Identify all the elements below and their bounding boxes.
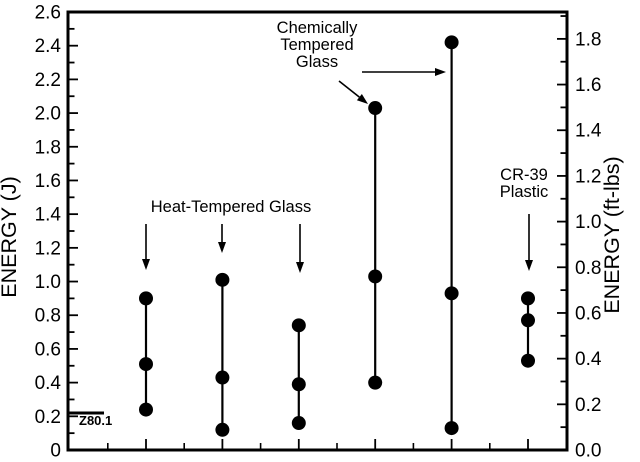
right-axis-tick-label: 0.8 xyxy=(575,258,601,279)
right-axis-tick-label: 0.6 xyxy=(575,303,601,324)
right-axis-tick-label: 0.0 xyxy=(575,441,601,462)
left-axis-tick-label: 2.2 xyxy=(35,70,61,91)
right-axis-tick-label: 1.4 xyxy=(575,121,602,142)
data-point xyxy=(139,291,153,306)
left-axis-tick-label: 2.0 xyxy=(35,104,61,125)
left-axis-tick-label: 0 xyxy=(50,441,61,462)
annotation-arrowhead xyxy=(218,242,226,253)
left-axis-tick-label: 1.0 xyxy=(35,272,61,293)
data-point xyxy=(215,370,230,385)
right-axis-title: ENERGY (ft-lbs) xyxy=(600,156,624,313)
data-point xyxy=(139,357,153,372)
chart-generated-layer: 0 0.2 0.4 0.6 0.8 1.0 1.2 1.4 1.6 1.8 2.0 2.2 2.4 2.6… xyxy=(35,3,602,462)
annotation-arrow-shaft xyxy=(338,80,360,98)
left-axis-tick-label: 0.6 xyxy=(35,339,61,360)
data-point xyxy=(444,286,459,301)
left-axis-tick-label: 0.8 xyxy=(35,306,61,327)
data-point xyxy=(139,402,153,417)
right-axis-tick-label: 1.8 xyxy=(575,29,601,50)
annotation-z801-label: Z80.1 xyxy=(79,413,112,428)
data-point xyxy=(291,377,306,392)
annotation-arrowhead xyxy=(435,68,446,76)
data-point xyxy=(291,416,306,431)
plot-border xyxy=(66,10,569,452)
right-axis-tick-label: 1.6 xyxy=(575,75,601,96)
right-axis-tick-label: 0.4 xyxy=(575,349,602,370)
data-point xyxy=(368,375,383,390)
data-point xyxy=(215,422,230,437)
right-axis-tick-label: 0.2 xyxy=(575,395,601,416)
left-axis-tick-label: 1.2 xyxy=(35,238,61,259)
annotation-cr39-line2: Plastic xyxy=(500,183,549,201)
annotation-arrowhead xyxy=(525,260,533,271)
left-axis-tick-label: 1.8 xyxy=(35,137,61,158)
annotation-arrowhead xyxy=(142,259,150,270)
left-axis-tick-label: 1.4 xyxy=(35,205,62,226)
data-point xyxy=(521,291,535,306)
left-axis-tick-label: 0.4 xyxy=(35,373,62,394)
data-point xyxy=(368,269,383,284)
data-point xyxy=(521,313,535,328)
left-axis-tick-label: 2.6 xyxy=(35,3,61,24)
annotation-arrowhead xyxy=(356,94,368,104)
annotation-chemically-tempered-line3: Glass xyxy=(296,53,338,71)
annotation-heat-tempered-glass: Heat-Tempered Glass xyxy=(151,198,311,216)
left-axis-tick-label: 0.2 xyxy=(35,407,61,428)
data-point xyxy=(368,101,383,116)
data-point xyxy=(215,272,230,287)
right-axis-tick-label: 1.2 xyxy=(575,166,601,187)
data-point xyxy=(444,421,459,436)
annotation-cr39-line1: CR-39 xyxy=(500,166,548,184)
data-point xyxy=(521,353,535,368)
annotation-chemically-tempered-line1: Chemically xyxy=(277,19,358,37)
left-axis-tick-label: 1.6 xyxy=(35,171,61,192)
annotation-arrowhead xyxy=(296,262,304,273)
right-axis-tick-label: 1.0 xyxy=(575,212,601,233)
data-point xyxy=(444,35,459,50)
left-axis-title: ENERGY (J) xyxy=(0,176,21,297)
data-point xyxy=(291,318,306,333)
annotation-chemically-tempered-line2: Tempered xyxy=(280,36,353,54)
left-axis-tick-label: 2.4 xyxy=(35,36,62,57)
